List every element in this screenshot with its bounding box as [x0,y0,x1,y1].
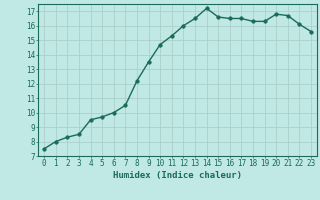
X-axis label: Humidex (Indice chaleur): Humidex (Indice chaleur) [113,171,242,180]
